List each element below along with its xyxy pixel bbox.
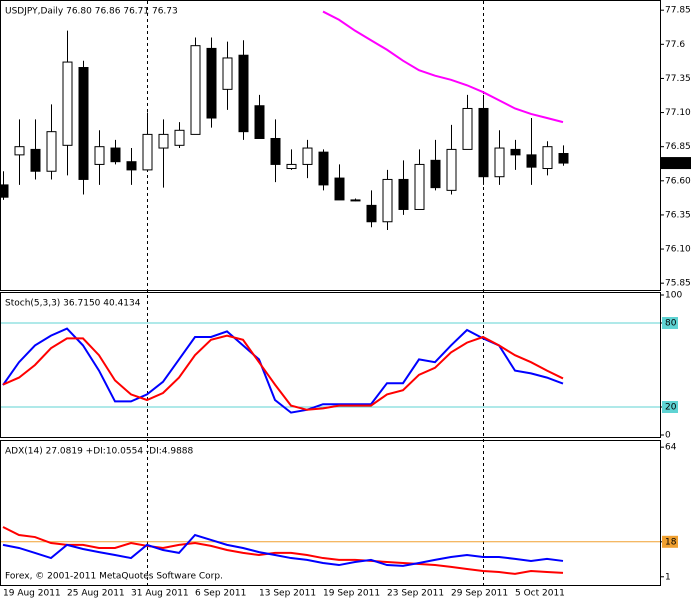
candle-body — [414, 163, 425, 210]
candle-body — [46, 131, 57, 172]
candle-body — [222, 57, 233, 90]
candle-body — [110, 147, 121, 163]
last-price-box — [661, 157, 691, 170]
x-tick-label: 31 Aug 2011 — [131, 589, 189, 599]
candle-body — [350, 199, 361, 202]
adx-panel — [0, 440, 661, 586]
candle-body — [478, 107, 489, 178]
price-panel — [0, 0, 661, 291]
candle-body — [542, 146, 553, 170]
candle-body — [318, 151, 329, 186]
stoch-title: Stoch(5,3,3) 36.7150 40.4134 — [5, 299, 141, 309]
level-label-box — [662, 317, 678, 329]
y-tick-label: 77.6 — [665, 40, 685, 50]
candle-body — [270, 137, 281, 165]
y-tick-label: 1 — [665, 572, 671, 582]
candle-body — [190, 45, 201, 135]
series-line — [2, 533, 564, 567]
candle-body — [30, 148, 41, 172]
copyright: Forex, © 2001-2011 MetaQuotes Software C… — [5, 572, 223, 582]
y-tick-label: 100 — [665, 291, 682, 301]
y-tick-label: 18 — [665, 537, 677, 547]
adx-title: ADX(14) 27.0819 +DI:10.0554 -DI:4.9888 — [5, 447, 194, 457]
candle-body — [62, 61, 73, 146]
x-tick-label: 13 Sep 2011 — [259, 589, 316, 599]
series-line — [2, 327, 564, 414]
candle-body — [238, 54, 249, 133]
candle-body — [126, 161, 137, 171]
candle-body — [526, 154, 537, 168]
candle-body — [174, 129, 185, 146]
candle-body — [446, 148, 457, 191]
y-tick-label: 0 — [665, 431, 671, 441]
candle-body — [462, 107, 473, 150]
y-tick-label: 20 — [665, 403, 677, 413]
y-tick-label: 77.85 — [665, 6, 691, 16]
x-tick-label: 5 Oct 2011 — [515, 589, 565, 599]
candle-body — [14, 146, 25, 156]
x-tick-label: 23 Sep 2011 — [387, 589, 444, 599]
y-tick-label: 75.85 — [665, 279, 691, 289]
stoch-panel — [0, 292, 661, 438]
candle-body — [382, 178, 393, 223]
candle-body — [494, 147, 505, 178]
y-tick-label: 76.85 — [665, 142, 691, 152]
level-label-box — [662, 401, 678, 413]
last-price-label: 76.73 — [664, 159, 690, 169]
series-line — [2, 334, 564, 411]
x-tick-label: 6 Sep 2011 — [195, 589, 246, 599]
y-tick-label: 64 — [665, 443, 677, 453]
x-tick-label: 19 Aug 2011 — [3, 589, 61, 599]
candle-body — [510, 148, 521, 156]
y-tick-label: 76.60 — [665, 176, 691, 186]
candle-body — [334, 177, 345, 201]
candle-body — [94, 146, 105, 165]
x-tick-label: 19 Sep 2011 — [323, 589, 380, 599]
candle-body — [254, 105, 265, 139]
candle-body — [398, 178, 409, 210]
candle-body — [302, 147, 313, 165]
candle-body — [142, 133, 153, 171]
price-title: USDJPY,Daily 76.80 76.86 76.71 76.73 — [5, 7, 178, 17]
series-line — [2, 526, 564, 575]
x-tick-label: 25 Aug 2011 — [67, 589, 125, 599]
candle-body — [0, 184, 9, 198]
candle-body — [158, 133, 169, 149]
y-tick-label: 80 — [665, 319, 677, 329]
y-tick-label: 76.10 — [665, 245, 691, 255]
series-line — [322, 10, 564, 124]
x-tick-label: 29 Sep 2011 — [451, 589, 508, 599]
candle-body — [206, 47, 217, 119]
y-tick-label: 77.35 — [665, 74, 691, 84]
candle-body — [430, 159, 441, 189]
candle-body — [286, 163, 297, 170]
y-tick-label: 76.35 — [665, 210, 691, 220]
candle-body — [366, 204, 377, 223]
candle-body — [78, 67, 89, 180]
candle-body — [558, 153, 569, 164]
y-tick-label: 77.10 — [665, 108, 691, 118]
level-label-box — [662, 535, 678, 548]
